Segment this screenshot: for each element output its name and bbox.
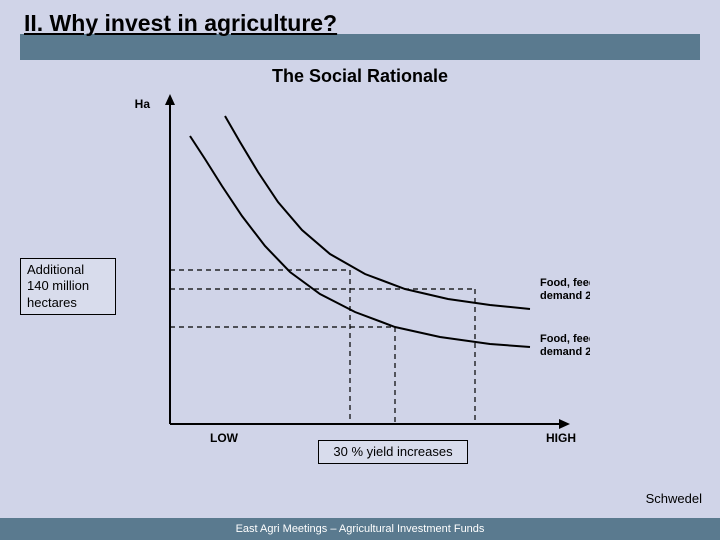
chart-area: Food, feed, fueldemand 2005Food, feed, f… <box>130 94 590 454</box>
svg-text:Food, feed, fuel: Food, feed, fuel <box>540 277 590 289</box>
page-title: II. Why invest in agriculture? <box>24 10 337 37</box>
footer-bar: East Agri Meetings – Agricultural Invest… <box>0 518 720 540</box>
author-label: Schwedel <box>646 491 702 506</box>
svg-text:demand 2015: demand 2015 <box>540 290 590 302</box>
chart-subtitle: The Social Rationale <box>0 66 720 87</box>
svg-text:Ha: Ha <box>135 97 151 111</box>
svg-text:HIGH: HIGH <box>546 431 576 445</box>
annotation-bottom-text: 30 % yield increases <box>333 444 452 459</box>
footer-text: East Agri Meetings – Agricultural Invest… <box>236 523 485 535</box>
annotation-left-text: Additional 140 million hectares <box>27 262 89 310</box>
svg-text:demand 2005: demand 2005 <box>540 346 590 358</box>
annotation-left: Additional 140 million hectares <box>20 258 116 315</box>
svg-text:LOW: LOW <box>210 431 239 445</box>
annotation-bottom: 30 % yield increases <box>318 440 468 464</box>
header-bar <box>20 34 700 60</box>
svg-text:Food, feed, fuel: Food, feed, fuel <box>540 333 590 345</box>
chart-svg: Food, feed, fueldemand 2005Food, feed, f… <box>130 94 590 454</box>
